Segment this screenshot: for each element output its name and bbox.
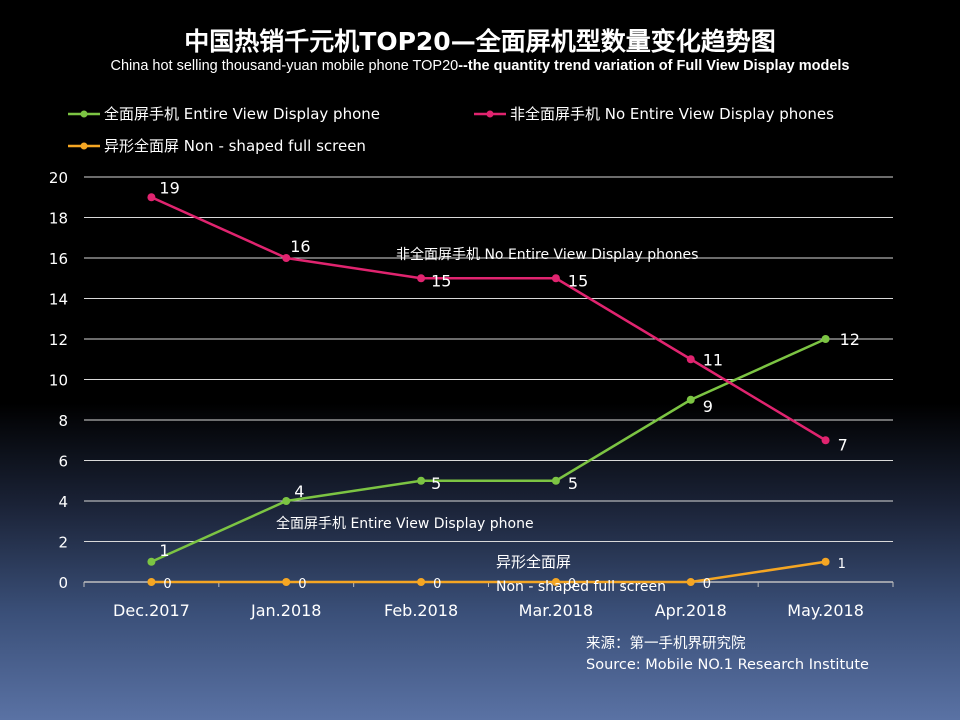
source-line-en: Source: Mobile NO.1 Research Institute (586, 657, 869, 673)
data-point (551, 476, 560, 485)
data-point (282, 578, 291, 586)
y-tick-label: 14 (49, 291, 68, 309)
data-point (551, 578, 560, 586)
data-label: 5 (568, 474, 578, 493)
legend-label-no-entire-view: 非全面屏手机 No Entire View Display phones (510, 105, 834, 123)
data-label: 0 (703, 577, 711, 592)
legend-swatch-entire-view (68, 110, 100, 117)
y-tick-label: 12 (49, 331, 68, 349)
y-tick-label: 0 (58, 574, 68, 592)
data-label: 15 (568, 271, 588, 290)
annotation-non-shaped-en: Non - shaped full screen (496, 579, 666, 595)
data-label: 0 (568, 577, 576, 592)
data-point (686, 395, 695, 404)
data-label: 1 (838, 557, 846, 572)
data-point (686, 355, 695, 364)
x-tick-label: Apr.2018 (655, 601, 727, 620)
legend-item-non-shaped: 异形全面屏 Non - shaped full screen (68, 135, 366, 156)
subtitle-bold: --the quantity trend variation of Full V… (458, 58, 850, 74)
source-note: 来源：第一手机界研究院 Source: Mobile NO.1 Research… (586, 634, 869, 676)
legend-swatch-no-entire-view (474, 110, 506, 117)
y-tick-label: 16 (49, 250, 68, 268)
data-label: 9 (703, 397, 713, 416)
y-tick-label: 4 (58, 493, 68, 511)
chart-subtitle: China hot selling thousand-yuan mobile p… (0, 58, 960, 74)
x-tick-label: Feb.2018 (384, 601, 458, 620)
source-line-cn: 来源：第一手机界研究院 (586, 636, 746, 652)
data-point (147, 193, 156, 202)
data-label: 4 (294, 482, 304, 501)
subtitle-main: China hot selling thousand-yuan mobile p… (110, 58, 459, 74)
data-point (417, 578, 426, 586)
series-line (151, 560, 826, 584)
data-point (282, 254, 291, 262)
series-line (150, 196, 827, 442)
data-point (821, 557, 830, 566)
y-tick-label: 20 (49, 169, 68, 187)
data-point (417, 476, 426, 485)
data-label: 0 (163, 577, 171, 592)
y-tick-label: 2 (58, 534, 68, 552)
x-tick-label: Jan.2018 (250, 601, 321, 620)
data-point (821, 335, 830, 343)
annotation-no-entire-view: 非全面屏手机 No Entire View Display phones (396, 246, 698, 263)
annotation-non-shaped-cn: 异形全面屏 (496, 553, 571, 571)
data-point (147, 578, 156, 586)
data-point (821, 436, 830, 445)
x-tick-label: Mar.2018 (519, 601, 594, 620)
data-label: 11 (703, 350, 723, 369)
legend-label-non-shaped: 异形全面屏 Non - shaped full screen (104, 137, 366, 155)
legend-item-no-entire-view: 非全面屏手机 No Entire View Display phones (474, 103, 834, 124)
data-label: 7 (838, 435, 848, 454)
y-tick-label: 18 (49, 210, 68, 228)
annotation-entire-view: 全面屏手机 Entire View Display phone (276, 515, 534, 532)
data-label: 16 (290, 237, 310, 256)
chart-title: 中国热销千元机TOP20—全面屏机型数量变化趋势图 (184, 27, 776, 56)
data-point (282, 497, 291, 505)
data-label: 0 (433, 577, 441, 592)
data-point (686, 578, 695, 586)
data-label: 12 (840, 330, 860, 349)
data-label: 1 (159, 541, 169, 560)
y-tick-label: 8 (58, 412, 68, 430)
x-tick-label: May.2018 (787, 601, 864, 620)
legend-swatch-non-shaped (68, 142, 100, 149)
data-point (147, 557, 156, 566)
data-label: 0 (298, 577, 306, 592)
legend-item-entire-view: 全面屏手机 Entire View Display phone (68, 103, 380, 124)
x-tick-label: Dec.2017 (113, 601, 190, 620)
y-tick-label: 6 (58, 453, 68, 471)
data-label: 19 (159, 178, 179, 197)
y-tick-label: 10 (49, 372, 68, 390)
legend-label-entire-view: 全面屏手机 Entire View Display phone (104, 105, 380, 123)
data-point (417, 274, 426, 283)
data-label: 5 (431, 474, 441, 493)
series-line (150, 337, 827, 563)
data-label: 15 (431, 271, 451, 290)
data-point (551, 274, 560, 283)
